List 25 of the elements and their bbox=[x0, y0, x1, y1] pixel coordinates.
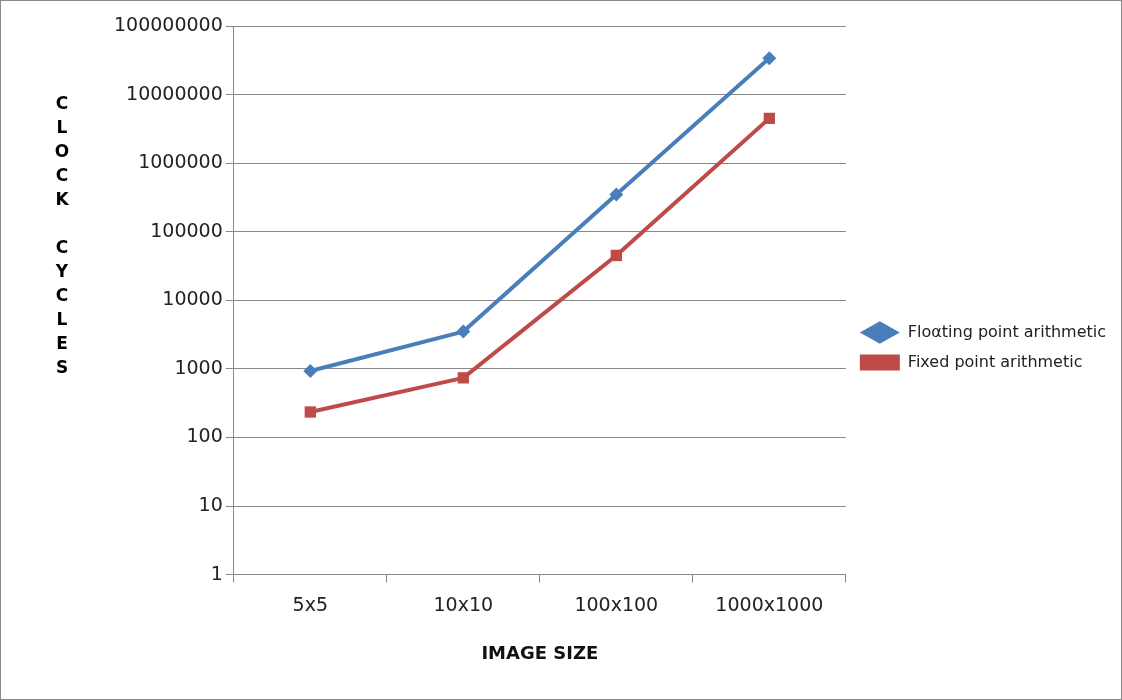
x-tick-label: 5x5 bbox=[292, 592, 329, 615]
y-tick-label: 1 bbox=[210, 561, 223, 584]
y-axis-title: CLOCK CYCLES bbox=[52, 93, 72, 381]
point bbox=[457, 372, 469, 384]
point bbox=[304, 406, 316, 418]
y-tick-label: 100000000 bbox=[114, 12, 223, 35]
point bbox=[763, 112, 775, 125]
y-tick-label: 1000 bbox=[174, 355, 223, 378]
y-tick-label: 10 bbox=[198, 492, 223, 515]
y-tick-label: 10000000 bbox=[126, 81, 223, 104]
y-tick-label: 10000 bbox=[162, 287, 223, 310]
legend-label: Floαting point arithmetic bbox=[907, 321, 1107, 341]
y-tick-label: 1000000 bbox=[138, 150, 223, 173]
y-tick-label: 100 bbox=[186, 424, 223, 447]
x-axis-title: IMAGE SIZE bbox=[481, 641, 599, 663]
point bbox=[762, 51, 777, 66]
x-tick-label: 100x100 bbox=[574, 592, 659, 615]
point bbox=[610, 249, 622, 262]
x-tick-label: 10x10 bbox=[433, 592, 494, 615]
point bbox=[609, 187, 624, 202]
x-tick-label: 1000x1000 bbox=[715, 592, 824, 615]
legend-label: Fixed point arithmetic bbox=[907, 351, 1083, 371]
point bbox=[303, 364, 318, 379]
point bbox=[456, 324, 471, 339]
y-tick-label: 100000 bbox=[150, 218, 223, 241]
